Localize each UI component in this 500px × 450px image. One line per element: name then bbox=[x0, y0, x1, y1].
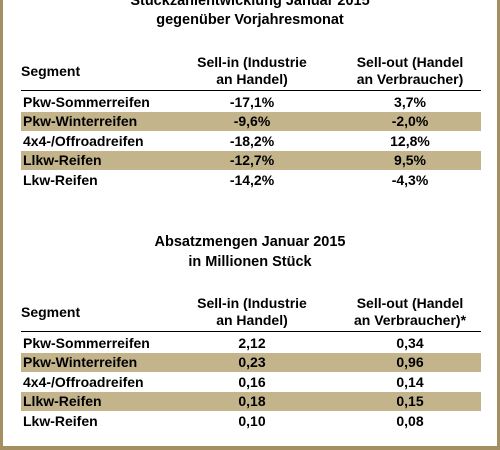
table1-row-sell-in: -18,2% bbox=[229, 133, 275, 149]
table2-header-sell-out: Sell-out (Handel an Verbraucher)* bbox=[335, 295, 485, 329]
table1-row-segment: Lkw-Reifen bbox=[23, 172, 98, 188]
table1-row-sell-out: 3,7% bbox=[394, 94, 426, 110]
table1-row-sell-in: -12,7% bbox=[229, 152, 275, 168]
table2-header-rule bbox=[21, 331, 481, 332]
table2-row: Llkw-Reifen 0,18 0,15 bbox=[21, 392, 481, 411]
table1-row: Llkw-Reifen -12,7% 9,5% bbox=[21, 151, 481, 170]
table1-header-sell-out-line1: Sell-out (Handel bbox=[356, 54, 464, 70]
table2-row-sell-out: 0,15 bbox=[396, 393, 424, 409]
table1-row-sell-out: -4,3% bbox=[391, 172, 429, 188]
table2-row-segment: Llkw-Reifen bbox=[23, 393, 102, 409]
table2-header-sell-in-line2: an Handel) bbox=[216, 312, 288, 328]
table1-row-sell-out: -2,0% bbox=[391, 113, 429, 129]
table1-title: Stückzahlentwicklung Januar 2015 bbox=[130, 0, 370, 9]
table1-header-sell-out: Sell-out (Handel an Verbraucher) bbox=[335, 54, 485, 88]
table1-row-sell-in: -14,2% bbox=[229, 172, 275, 188]
table2-row: Pkw-Winterreifen 0,23 0,96 bbox=[21, 353, 481, 372]
table1-header-sell-out-line2: an Verbraucher) bbox=[356, 71, 464, 87]
table2-header-sell-in: Sell-in (Industrie an Handel) bbox=[177, 295, 327, 329]
table2-row-sell-in: 0,23 bbox=[238, 354, 266, 370]
table2-header-sell-in-line1: Sell-in (Industrie bbox=[197, 295, 307, 311]
table2-row-segment: Pkw-Winterreifen bbox=[23, 354, 138, 370]
table2-header-sell-out-line2: an Verbraucher)* bbox=[353, 312, 467, 328]
table2-row-sell-out: 0,14 bbox=[396, 374, 424, 390]
table2-row: Lkw-Reifen 0,10 0,08 bbox=[21, 412, 481, 431]
table2-row-segment: Pkw-Sommerreifen bbox=[23, 335, 150, 351]
table2-row-sell-in: 0,16 bbox=[238, 374, 266, 390]
table2-header-segment: Segment bbox=[21, 304, 81, 320]
table2-row-segment: Lkw-Reifen bbox=[23, 413, 98, 429]
table1-header-segment: Segment bbox=[21, 63, 81, 79]
table1-row-sell-in: -9,6% bbox=[233, 113, 271, 129]
table1-header-sell-in-line2: an Handel) bbox=[216, 71, 288, 87]
table2-row-sell-in: 0,10 bbox=[238, 413, 266, 429]
table2-row-sell-in: 2,12 bbox=[238, 335, 266, 351]
table1-row: Lkw-Reifen -14,2% -4,3% bbox=[21, 171, 481, 190]
table1-row-segment: Llkw-Reifen bbox=[23, 152, 102, 168]
table2-row-sell-out: 0,34 bbox=[396, 335, 424, 351]
table1-header-rule bbox=[21, 90, 481, 91]
table1-subtitle: gegenüber Vorjahresmonat bbox=[156, 12, 344, 28]
table1-row-segment: Pkw-Sommerreifen bbox=[23, 94, 150, 110]
table1-row-segment: Pkw-Winterreifen bbox=[23, 113, 138, 129]
table1-header-sell-in-line1: Sell-in (Industrie bbox=[197, 54, 307, 70]
table2-row: 4x4-/Offroadreifen 0,16 0,14 bbox=[21, 373, 481, 392]
table2-row-sell-out: 0,96 bbox=[396, 354, 424, 370]
table2-title: Absatzmengen Januar 2015 bbox=[154, 234, 346, 250]
table2-row-sell-out: 0,08 bbox=[396, 413, 424, 429]
table1-row-sell-out: 12,8% bbox=[390, 133, 430, 149]
table2-row: Pkw-Sommerreifen 2,12 0,34 bbox=[21, 334, 481, 353]
table2-subtitle: in Millionen Stück bbox=[188, 254, 312, 270]
table2-row-segment: 4x4-/Offroadreifen bbox=[23, 374, 144, 390]
table1-row: Pkw-Winterreifen -9,6% -2,0% bbox=[21, 112, 481, 131]
table1-row-sell-out: 9,5% bbox=[394, 152, 426, 168]
table1-row-sell-in: -17,1% bbox=[229, 94, 275, 110]
table1-row: Pkw-Sommerreifen -17,1% 3,7% bbox=[21, 93, 481, 112]
table1-header-sell-in: Sell-in (Industrie an Handel) bbox=[177, 54, 327, 88]
table1-row-segment: 4x4-/Offroadreifen bbox=[23, 133, 144, 149]
table2-row-sell-in: 0,18 bbox=[238, 393, 266, 409]
table1-row: 4x4-/Offroadreifen -18,2% 12,8% bbox=[21, 132, 481, 151]
table2-header-sell-out-line1: Sell-out (Handel bbox=[356, 295, 464, 311]
